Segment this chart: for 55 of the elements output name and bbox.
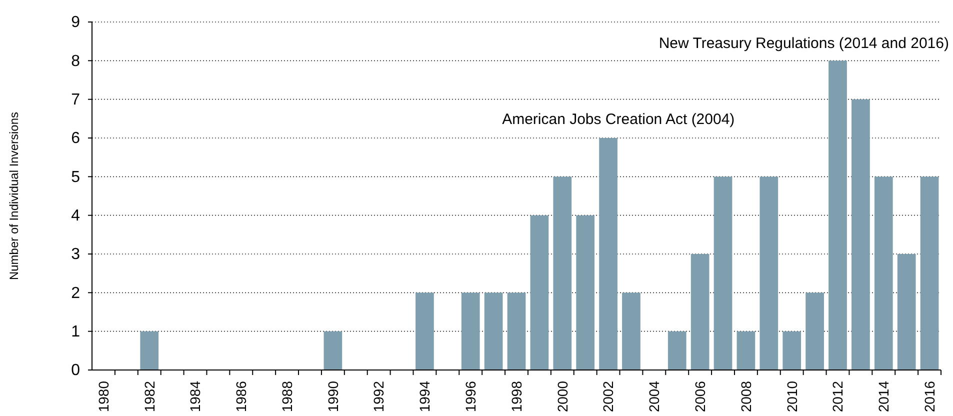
- bar: [736, 331, 756, 370]
- bar: [507, 292, 526, 370]
- x-tick-label: 1980: [95, 380, 112, 412]
- x-tick-label: 2012: [830, 380, 846, 412]
- x-tick-label: 1998: [508, 380, 524, 412]
- bar: [324, 331, 342, 370]
- bar: [530, 215, 549, 370]
- y-tick-label: 9: [71, 14, 80, 32]
- y-tick-label: 6: [71, 130, 80, 148]
- annotation: New Treasury Regulations (2014 and 2016): [658, 35, 949, 52]
- x-tick-label: 1990: [324, 380, 341, 412]
- x-tick-label: 1992: [370, 380, 387, 412]
- bar: [553, 176, 572, 370]
- bar: [622, 292, 640, 370]
- x-tick-label: 1996: [462, 380, 479, 412]
- x-tick-label: 2010: [784, 380, 800, 412]
- x-tick-label: 2016: [921, 380, 938, 412]
- y-tick-label: 5: [71, 168, 80, 186]
- bar: [416, 292, 434, 370]
- bar: [806, 292, 824, 370]
- x-tick-label: 2008: [738, 380, 754, 412]
- x-tick-label: 2002: [600, 380, 616, 412]
- y-tick-label: 8: [71, 52, 80, 70]
- x-tick-label: 1982: [141, 380, 158, 412]
- bar: [690, 254, 710, 370]
- y-tick-label: 3: [71, 246, 80, 264]
- x-tick-label: 2004: [646, 380, 662, 412]
- bar: [461, 292, 480, 370]
- annotation: American Jobs Creation Act (2004): [502, 111, 735, 128]
- bar: [140, 331, 159, 370]
- bar: [599, 138, 618, 370]
- y-tick-label: 4: [71, 207, 80, 224]
- y-axis-title: Number of Individual Inversions: [7, 112, 21, 280]
- x-tick-label: 1986: [233, 380, 250, 412]
- bar: [828, 60, 847, 370]
- x-tick-label: 2000: [554, 380, 570, 412]
- x-tick-label: 2006: [692, 380, 708, 412]
- bar: [852, 99, 870, 370]
- bar: [897, 254, 916, 370]
- x-tick-label: 1988: [278, 380, 295, 412]
- bar: [760, 176, 778, 370]
- x-tick-label: 1994: [416, 380, 433, 412]
- bar: [576, 215, 595, 370]
- bar: [782, 331, 802, 370]
- bar: [920, 176, 939, 370]
- y-tick-label: 2: [71, 284, 80, 302]
- bar: [668, 331, 686, 370]
- bar: [484, 292, 503, 370]
- bar: [874, 176, 893, 370]
- x-tick-label: 2014: [876, 380, 892, 412]
- bar: [714, 176, 732, 370]
- y-tick-label: 1: [71, 323, 80, 340]
- x-tick-label: 1984: [187, 380, 204, 412]
- y-tick-label: 7: [71, 91, 80, 108]
- y-tick-label: 0: [71, 362, 80, 380]
